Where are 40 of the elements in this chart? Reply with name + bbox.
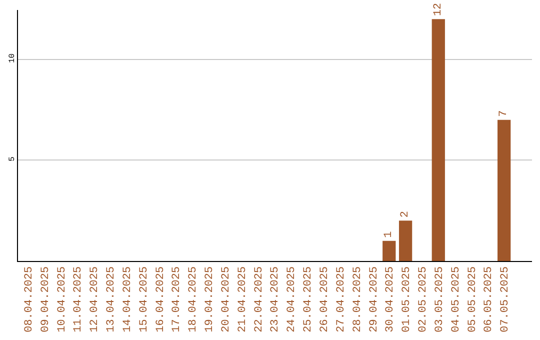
data-label: 12 bbox=[432, 2, 444, 16]
x-tick-label: 29.04.2025 bbox=[368, 266, 380, 332]
x-tick-label: 14.04.2025 bbox=[122, 266, 134, 332]
x-tick-label: 20.04.2025 bbox=[220, 266, 232, 332]
x-tick-label: 26.04.2025 bbox=[319, 266, 332, 332]
x-tick-label: 28.04.2025 bbox=[352, 266, 364, 332]
x-tick-label: 21.04.2025 bbox=[236, 266, 249, 332]
x-tick-label: 02.05.2025 bbox=[418, 266, 430, 332]
x-tick-label: 25.04.2025 bbox=[302, 266, 315, 332]
data-label: 2 bbox=[400, 211, 412, 218]
bar bbox=[382, 240, 396, 261]
x-tick-label: 30.04.2025 bbox=[384, 266, 397, 332]
bar bbox=[398, 220, 412, 261]
x-tick-label: 07.05.2025 bbox=[500, 266, 512, 332]
x-tick-label: 10.04.2025 bbox=[56, 266, 68, 332]
x-tick-label: 18.04.2025 bbox=[188, 266, 200, 332]
y-tick-label: 10 bbox=[8, 53, 17, 63]
x-tick-label: 23.04.2025 bbox=[270, 266, 282, 332]
x-tick-label: 24.04.2025 bbox=[286, 266, 298, 332]
x-tick-label: 05.05.2025 bbox=[466, 266, 479, 332]
x-tick-label: 11.04.2025 bbox=[72, 266, 85, 332]
x-tick-label: 04.05.2025 bbox=[450, 266, 462, 332]
x-tick-label: 09.04.2025 bbox=[40, 266, 52, 332]
data-label: 7 bbox=[498, 110, 510, 117]
x-tick-label: 15.04.2025 bbox=[138, 266, 150, 332]
bar bbox=[432, 19, 445, 261]
x-tick-label: 19.04.2025 bbox=[204, 266, 216, 332]
x-tick-label: 22.04.2025 bbox=[253, 266, 266, 332]
x-tick-label: 13.04.2025 bbox=[106, 266, 118, 332]
x-tick-label: 17.04.2025 bbox=[171, 266, 184, 332]
x-tick-label: 12.04.2025 bbox=[89, 266, 102, 332]
x-tick-label: 03.05.2025 bbox=[434, 266, 446, 332]
data-label: 1 bbox=[383, 230, 396, 238]
x-tick-label: 27.04.2025 bbox=[335, 266, 348, 332]
x-tick-label: 01.05.2025 bbox=[401, 266, 414, 332]
bar bbox=[498, 120, 511, 261]
x-tick-label: 16.04.2025 bbox=[154, 266, 167, 332]
x-tick-label: 08.04.2025 bbox=[23, 266, 36, 332]
x-tick-label: 06.05.2025 bbox=[483, 266, 496, 332]
y-tick-label: 5 bbox=[8, 156, 17, 162]
